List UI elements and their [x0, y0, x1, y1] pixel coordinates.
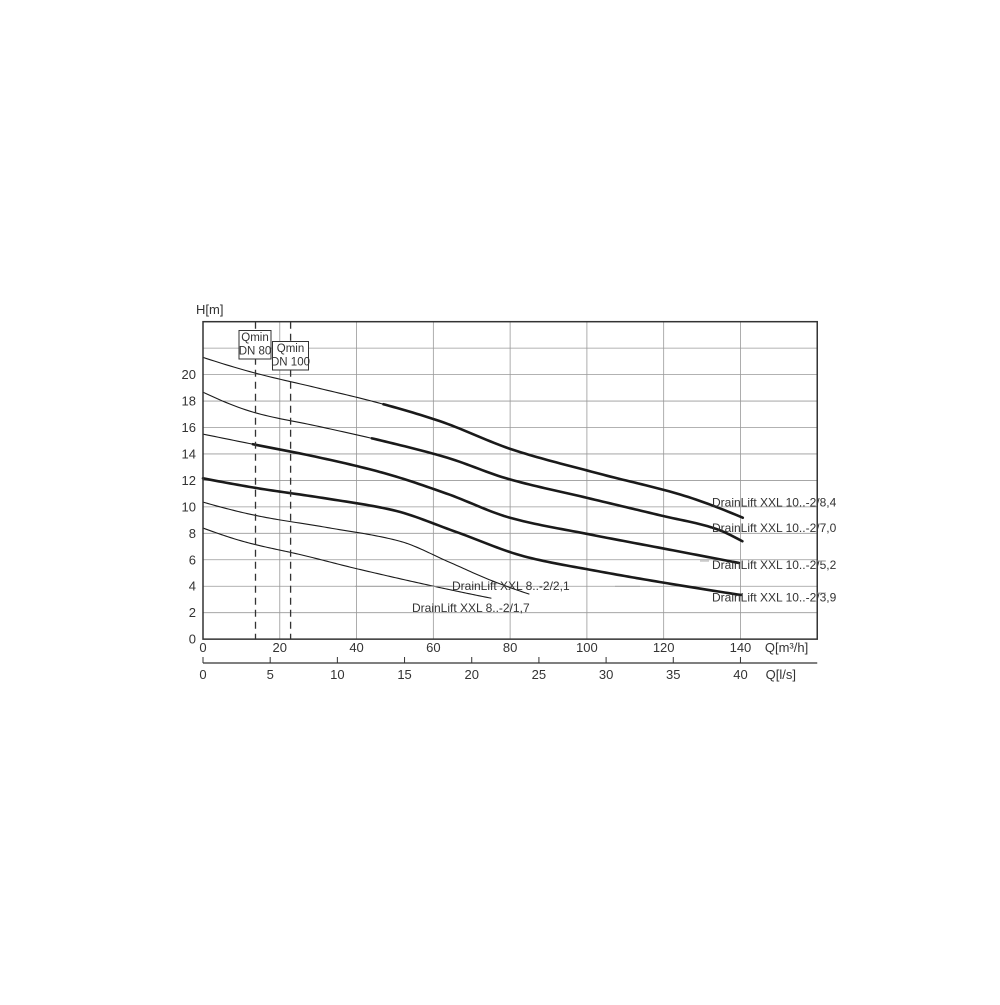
- svg-text:120: 120: [653, 640, 675, 655]
- svg-text:DN 80: DN 80: [239, 346, 272, 358]
- svg-text:2: 2: [189, 605, 196, 620]
- svg-text:DrainLift XXL 10..-2/8,4: DrainLift XXL 10..-2/8,4: [712, 496, 837, 510]
- svg-text:35: 35: [666, 667, 680, 682]
- svg-text:DN 100: DN 100: [271, 357, 310, 369]
- svg-text:10: 10: [330, 667, 344, 682]
- svg-text:DrainLift XXL 10..-2/3,9: DrainLift XXL 10..-2/3,9: [712, 590, 837, 604]
- svg-text:40: 40: [349, 640, 363, 655]
- svg-text:DrainLift XXL 8..-2/1,7: DrainLift XXL 8..-2/1,7: [412, 601, 530, 615]
- svg-text:60: 60: [426, 640, 440, 655]
- svg-text:0: 0: [199, 640, 206, 655]
- svg-text:15: 15: [397, 667, 411, 682]
- svg-text:25: 25: [532, 667, 546, 682]
- svg-text:40: 40: [733, 667, 747, 682]
- svg-text:20: 20: [273, 640, 287, 655]
- svg-text:16: 16: [182, 420, 196, 435]
- svg-text:Qmin: Qmin: [277, 343, 304, 355]
- svg-text:8: 8: [189, 526, 196, 541]
- svg-text:80: 80: [503, 640, 517, 655]
- svg-text:140: 140: [730, 640, 752, 655]
- svg-text:12: 12: [182, 473, 196, 488]
- svg-text:20: 20: [464, 667, 478, 682]
- svg-text:100: 100: [576, 640, 598, 655]
- svg-text:0: 0: [189, 632, 196, 647]
- svg-text:Qmin: Qmin: [241, 332, 268, 344]
- svg-text:DrainLift XXL 8..-2/2,1: DrainLift XXL 8..-2/2,1: [452, 579, 570, 593]
- svg-text:DrainLift XXL 10..-2/7,0: DrainLift XXL 10..-2/7,0: [712, 521, 837, 535]
- svg-text:14: 14: [182, 446, 196, 461]
- svg-text:5: 5: [267, 667, 274, 682]
- svg-text:H[m]: H[m]: [196, 302, 223, 317]
- svg-text:4: 4: [189, 579, 196, 594]
- svg-text:10: 10: [182, 499, 196, 514]
- svg-text:DrainLift XXL 10..-2/5,2: DrainLift XXL 10..-2/5,2: [712, 558, 837, 572]
- svg-text:6: 6: [189, 552, 196, 567]
- svg-text:30: 30: [599, 667, 613, 682]
- svg-text:Q[l/s]: Q[l/s]: [766, 667, 796, 682]
- svg-text:0: 0: [199, 667, 206, 682]
- svg-text:20: 20: [182, 367, 196, 382]
- svg-text:Q[m³/h]: Q[m³/h]: [765, 640, 808, 655]
- svg-text:18: 18: [182, 394, 196, 409]
